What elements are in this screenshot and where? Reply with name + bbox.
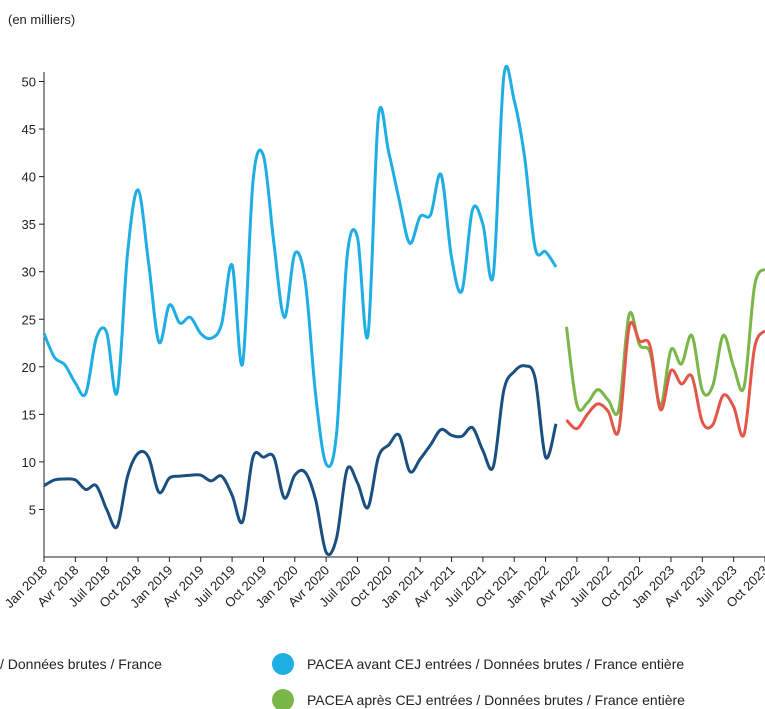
data-line xyxy=(43,364,558,557)
legend-marker xyxy=(272,689,294,709)
y-tick-label: 20 xyxy=(22,360,36,375)
y-tick-label: 10 xyxy=(22,455,36,470)
data-line xyxy=(564,267,765,417)
data-line xyxy=(565,320,765,438)
legend-label: PACEA après CEJ entrées / Données brutes… xyxy=(307,692,685,708)
data-line xyxy=(42,65,558,469)
y-tick-label: 35 xyxy=(22,217,36,232)
y-tick-label: 15 xyxy=(22,407,36,422)
y-tick-label: 50 xyxy=(22,75,36,90)
chart-subtitle: (en milliers) xyxy=(8,12,75,27)
legend-label: PACEA avant CEJ entrées / Données brutes… xyxy=(307,656,684,672)
legend-marker xyxy=(272,653,294,675)
y-tick-label: 40 xyxy=(22,170,36,185)
y-tick-label: 30 xyxy=(22,265,36,280)
y-tick-label: 45 xyxy=(22,122,36,137)
y-tick-label: 5 xyxy=(29,502,36,517)
legend-label: / Données brutes / France xyxy=(0,656,162,672)
y-tick-label: 25 xyxy=(22,312,36,327)
